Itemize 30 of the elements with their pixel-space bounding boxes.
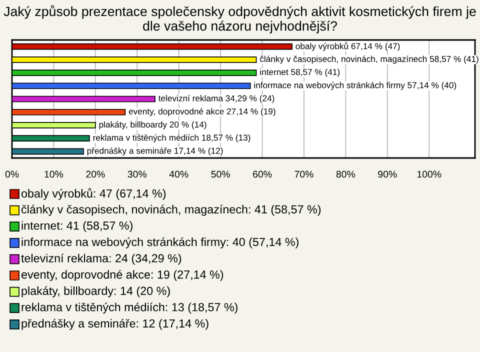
category-label: obaly výrobků 67,14 % (47) [296, 42, 400, 51]
category-label: televizní reklama 34,29 % (24) [158, 94, 274, 104]
x-tick-label: 30% [128, 170, 147, 178]
text: obaly výrobků: 47 (67,14 %) [21, 188, 166, 200]
text: internet: 41 (58,57 %) [22, 221, 132, 232]
x-tick-label: 40% [169, 170, 188, 178]
text: informace na webových stránkách firmy: 40 (57,14 %) [22, 237, 298, 248]
x-tick-label: 10% [44, 170, 64, 178]
category-label: informace na webových stránkách firmy 57,14 % (40) [254, 82, 456, 90]
category-label: eventy, doprovodné akce 27,14 % (19) [128, 108, 276, 116]
x-tick-label: 60% [253, 170, 272, 178]
x-tick-label: 20% [86, 170, 105, 178]
x-tick-label: 70% [294, 170, 314, 178]
category-label: přednášky a semináře 17,14 % (12) [87, 147, 223, 156]
text: eventy, doprovodné akce: 19 (27,14 %) [21, 270, 224, 282]
x-tick-label: 0% [5, 170, 19, 178]
chart-title: Jaký způsob prezentace společensky odpovědných aktivit kosmetických firem je dle vašeho názoru nejvhodnější? [4, 5, 476, 34]
category-label: internet 58,57 % (41) [260, 68, 340, 77]
text: články v časopisech, novinách, magazínech: 41 (58,57 %) [21, 204, 321, 216]
x-tick-label: 50% [211, 170, 230, 178]
text: přednášky a semináře: 12 (17,14 %) [22, 318, 208, 330]
text: reklama v tištěných médiích: 13 (18,57 %) [22, 302, 238, 314]
text: plakáty, billboardy: 14 (20 %) [22, 286, 170, 298]
x-tick-label: 100% [417, 170, 442, 178]
category-label: plakáty, billboardy 20 % (14) [99, 121, 206, 130]
x-tick-label: 80% [336, 170, 356, 178]
category-label: reklama v tištěných médiích 18,57 % (13) [93, 134, 250, 142]
x-tick-label: 90% [378, 170, 397, 178]
category-label: články v časopisech, novinách, magazínech 58,57 % (41) [260, 56, 478, 64]
text: televizní reklama: 24 (34,29 %) [21, 254, 182, 265]
